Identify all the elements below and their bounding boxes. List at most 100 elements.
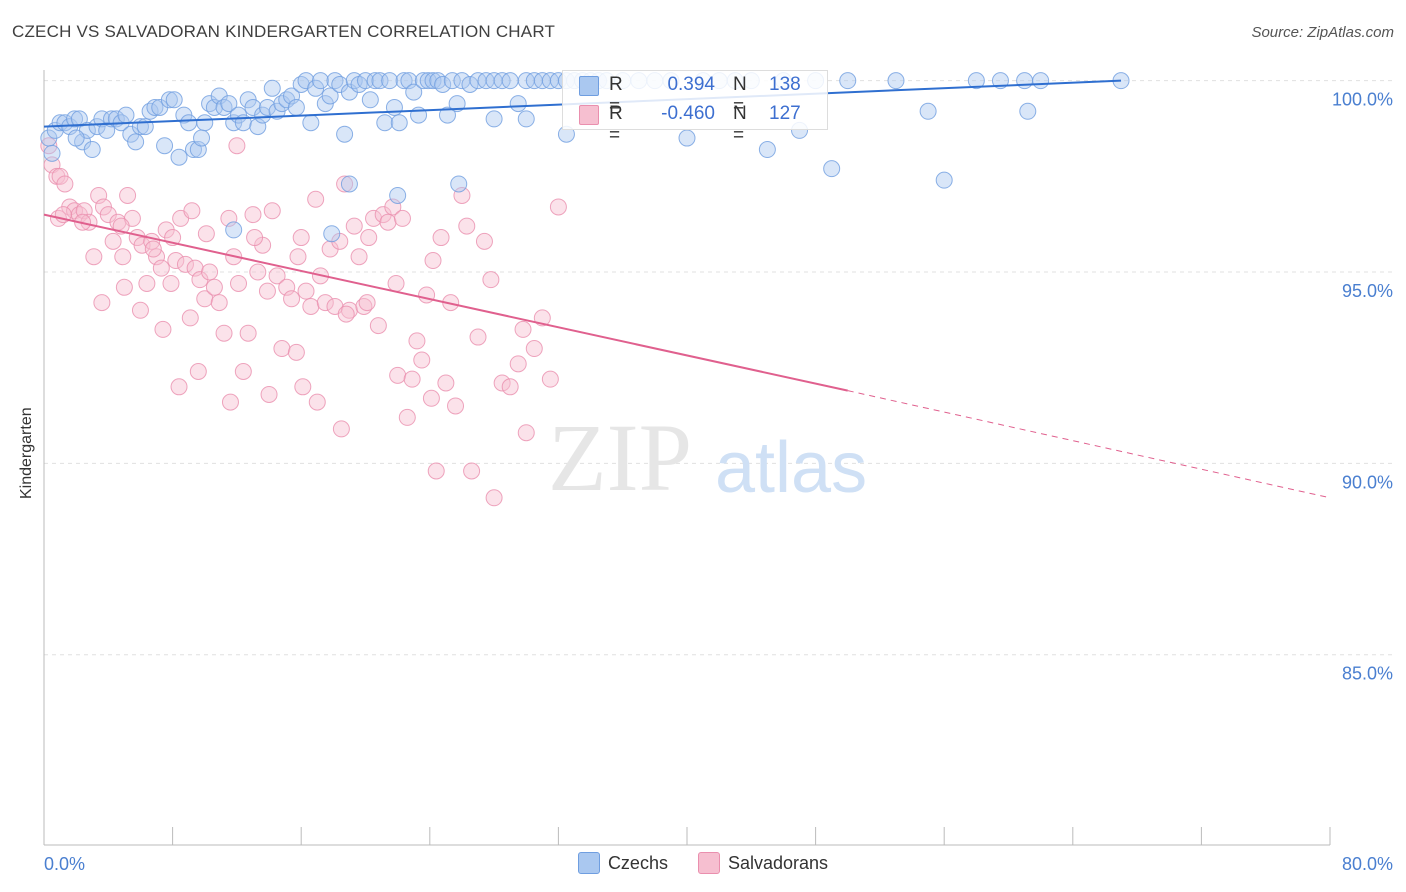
data-point — [967, 72, 985, 90]
data-point — [424, 252, 442, 270]
chart-title: CZECH VS SALVADORAN KINDERGARTEN CORRELA… — [12, 22, 556, 41]
data-point — [385, 98, 403, 116]
data-point — [485, 110, 503, 128]
data-point — [424, 72, 442, 90]
data-point — [263, 79, 281, 97]
data-point — [165, 91, 183, 109]
data-point — [437, 374, 455, 392]
data-point — [311, 72, 329, 90]
data-point — [184, 141, 202, 159]
data-point — [273, 340, 291, 358]
data-point — [234, 363, 252, 381]
data-point — [263, 202, 281, 220]
axes — [43, 70, 1331, 846]
legend-item-czechs[interactable]: Czechs — [577, 852, 668, 874]
data-point — [258, 282, 276, 300]
data-point — [450, 175, 468, 193]
data-point — [461, 75, 479, 93]
data-point — [176, 255, 194, 273]
data-point — [369, 317, 387, 335]
data-point — [83, 141, 101, 159]
data-point — [56, 175, 74, 193]
data-point — [408, 332, 426, 350]
data-point — [345, 217, 363, 235]
data-point — [413, 351, 431, 369]
data-point — [215, 324, 233, 342]
data-point — [376, 114, 394, 132]
data-point — [160, 91, 178, 109]
legend-salvadorans-swatch — [697, 852, 720, 874]
legend-salvadorans-label: Salvadorans — [727, 852, 829, 873]
data-point — [678, 129, 696, 147]
y-tick-label: 95.0% — [1342, 281, 1393, 301]
data-point — [144, 240, 162, 258]
data-point — [162, 274, 180, 292]
data-point — [70, 110, 88, 128]
data-point — [289, 248, 307, 266]
data-point — [189, 363, 207, 381]
data-point — [358, 294, 376, 312]
data-point — [119, 186, 137, 204]
data-point — [167, 252, 185, 270]
data-point — [463, 462, 481, 480]
data-point — [170, 148, 188, 166]
data-point — [1019, 102, 1037, 120]
data-point — [228, 137, 246, 155]
data-point — [239, 324, 257, 342]
data-point — [514, 320, 532, 338]
data-point — [390, 114, 408, 132]
data-point — [85, 248, 103, 266]
data-point — [127, 133, 145, 151]
data-point — [117, 106, 135, 124]
data-point — [389, 186, 407, 204]
data-point — [357, 72, 374, 90]
data-point — [419, 72, 437, 90]
data-point — [371, 72, 389, 90]
data-point — [1016, 72, 1034, 90]
data-point — [225, 221, 243, 239]
data-point — [389, 366, 407, 384]
data-point — [517, 110, 535, 128]
czechs-r-value: 0.394 — [667, 74, 715, 95]
data-point — [43, 144, 61, 162]
data-point — [316, 294, 334, 312]
legend-czechs-swatch — [577, 852, 600, 874]
data-point — [268, 267, 286, 285]
data-point — [393, 209, 411, 227]
salvadorans-trend-extension — [847, 390, 1331, 499]
data-point — [935, 171, 953, 189]
data-point — [482, 271, 500, 289]
x-tick-label: 0.0% — [44, 854, 85, 874]
data-point — [114, 248, 132, 266]
data-point — [230, 274, 248, 292]
data-point — [525, 340, 543, 358]
data-point — [337, 305, 355, 323]
data-point — [297, 282, 315, 300]
data-point — [287, 343, 305, 361]
data-point — [181, 309, 199, 327]
data-point — [541, 370, 559, 388]
salvadorans-points — [40, 137, 567, 507]
data-point — [365, 209, 383, 227]
data-point — [549, 198, 567, 216]
legend-czechs-label: Czechs — [607, 852, 668, 873]
data-point — [197, 225, 215, 243]
data-point — [381, 72, 399, 90]
stats-box: R = 0.394 N = 138 R = -0.460 N = 127 — [562, 70, 828, 146]
data-point — [294, 378, 312, 396]
data-point — [887, 72, 905, 90]
data-point — [193, 129, 211, 147]
data-point — [307, 190, 325, 208]
data-point — [919, 102, 937, 120]
legend-item-salvadorans[interactable]: Salvadorans — [697, 852, 829, 874]
data-point — [340, 175, 358, 193]
data-point — [379, 213, 397, 231]
data-point — [501, 72, 519, 90]
data-point — [220, 95, 238, 113]
data-point — [501, 378, 519, 396]
data-point — [443, 72, 461, 90]
tick-labels: 100.0% 95.0% 90.0% 85.0% 0.0% 80.0% — [44, 90, 1393, 874]
data-point — [152, 259, 170, 277]
data-point — [201, 263, 219, 281]
data-point — [398, 408, 416, 426]
